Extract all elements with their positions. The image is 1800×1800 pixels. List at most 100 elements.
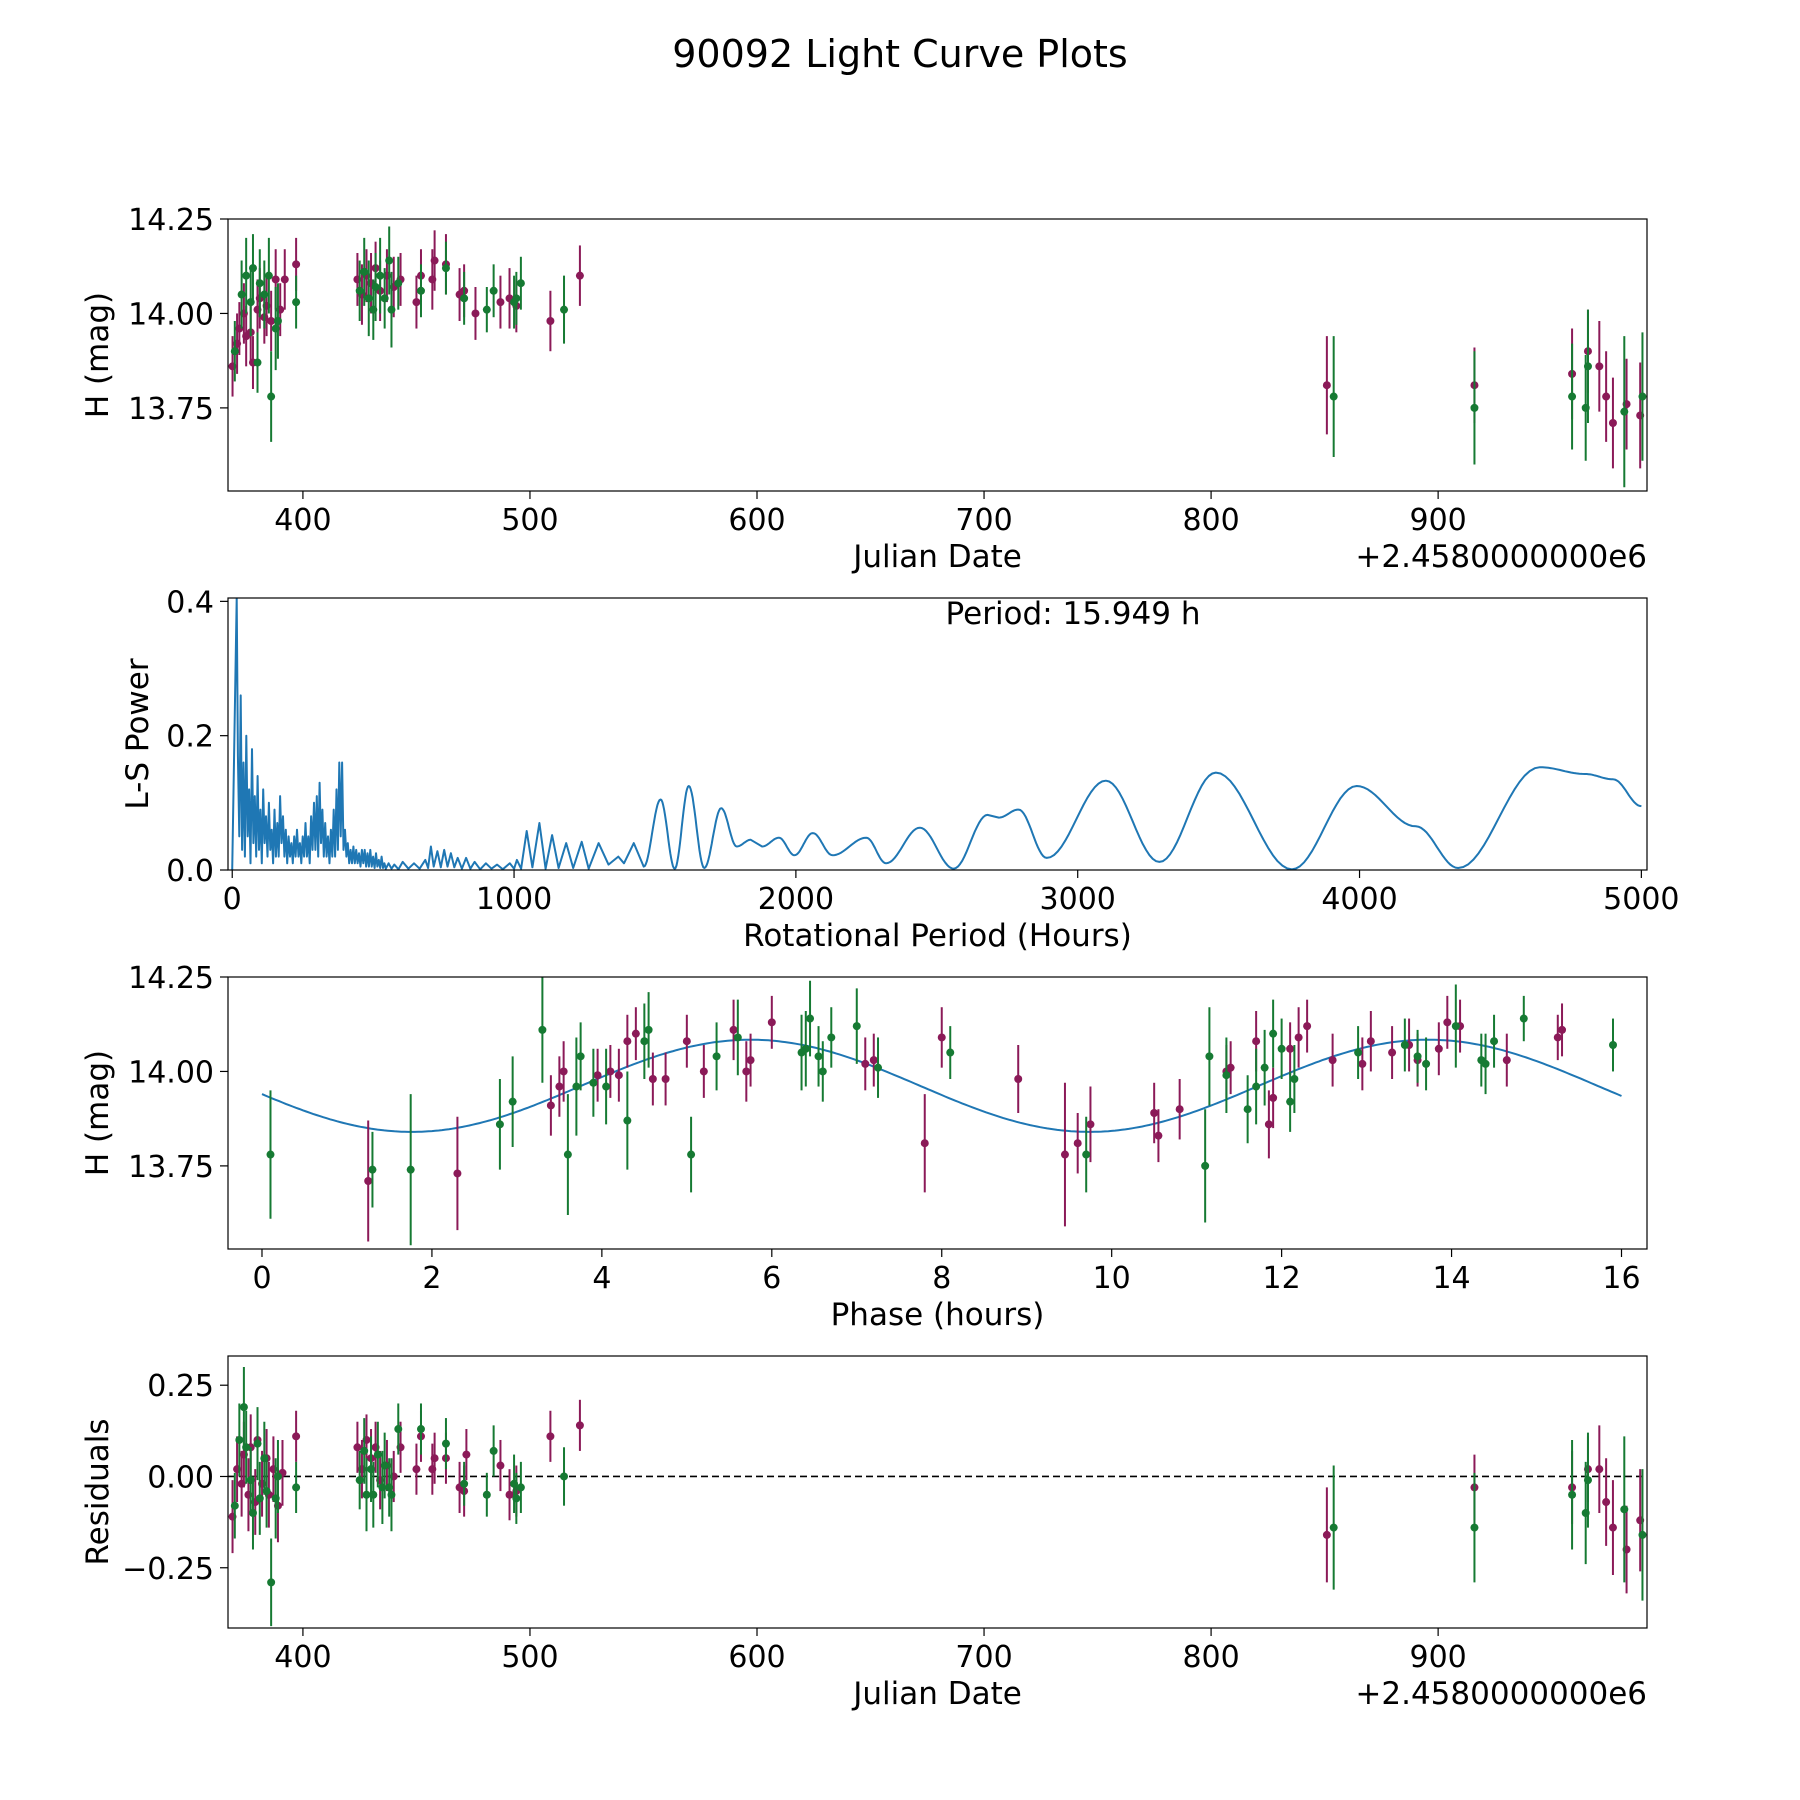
- data-point: [267, 1578, 276, 1587]
- data-point: [602, 1082, 611, 1091]
- data-point: [746, 1056, 755, 1065]
- data-point: [369, 1490, 378, 1499]
- data-point: [538, 1025, 547, 1034]
- data-point: [1366, 1037, 1375, 1046]
- data-point: [1568, 392, 1577, 401]
- x-tick-label: 2: [422, 1261, 441, 1296]
- data-point: [462, 1450, 471, 1459]
- data-point: [606, 1067, 615, 1076]
- data-point: [230, 1501, 239, 1510]
- data-layer: [266, 977, 1618, 1246]
- data-point: [1602, 392, 1611, 401]
- data-point: [1490, 1037, 1499, 1046]
- data-point: [1073, 1139, 1082, 1148]
- data-point: [394, 279, 403, 288]
- data-point: [1608, 419, 1617, 427]
- data-point: [292, 298, 301, 307]
- data-point: [1354, 1048, 1363, 1057]
- x-tick-label: 500: [501, 1640, 558, 1675]
- data-point: [560, 1472, 569, 1481]
- y-tick-label: 14.00: [128, 297, 214, 332]
- data-point: [248, 1508, 257, 1517]
- data-point: [575, 271, 584, 280]
- x-tick-label: 12: [1263, 1261, 1301, 1296]
- best-period-annotation: Period: 15.949 h: [946, 596, 1201, 632]
- data-point: [482, 305, 491, 314]
- data-point: [489, 1446, 498, 1455]
- data-point: [623, 1116, 632, 1125]
- data-point: [1264, 1120, 1273, 1129]
- data-point: [555, 1082, 564, 1091]
- data-point: [589, 1078, 598, 1087]
- y-tick-label: 0.2: [166, 720, 214, 755]
- data-point: [572, 1082, 581, 1091]
- phased-light-curve-panel: 0 2 4 6 8 10 12 14 16 13.75 14.00 14.25 Phase (hours…: [80, 961, 1648, 1333]
- data-point: [271, 275, 280, 284]
- y-axis-label: L-S Power: [120, 658, 156, 809]
- x-tick-label: 0: [223, 882, 242, 917]
- x-tick-label: 0: [252, 1261, 271, 1296]
- data-point: [1175, 1105, 1184, 1114]
- data-point: [255, 1494, 264, 1503]
- x-tick-label: 900: [1409, 503, 1466, 538]
- data-point: [505, 1490, 514, 1499]
- data-point: [712, 1052, 721, 1061]
- x-tick-label: 5000: [1603, 882, 1679, 917]
- data-point: [373, 1450, 382, 1459]
- x-tick-label: 600: [728, 1640, 785, 1675]
- x-offset-label: +2.4580000000e6: [1355, 539, 1647, 575]
- plot-frame: [227, 976, 1648, 1250]
- data-point: [441, 1439, 450, 1448]
- data-point: [1014, 1075, 1023, 1083]
- data-point: [1286, 1044, 1295, 1053]
- data-point: [1082, 1150, 1091, 1159]
- data-point: [516, 279, 525, 288]
- y-tick-label: 14.25: [128, 961, 214, 996]
- data-point: [376, 271, 385, 280]
- x-tick-label: 10: [1093, 1261, 1131, 1296]
- data-point: [1620, 1505, 1629, 1514]
- data-point: [267, 317, 276, 325]
- data-point: [353, 1443, 362, 1452]
- data-point: [729, 1025, 738, 1034]
- data-point: [489, 286, 498, 295]
- periodogram-line: [231, 598, 1642, 870]
- x-tick-label: 400: [274, 1640, 331, 1675]
- data-point: [1583, 1476, 1592, 1485]
- y-tick-label: 13.75: [128, 392, 214, 427]
- data-point: [255, 279, 264, 288]
- data-point: [292, 1483, 301, 1492]
- data-point: [1638, 392, 1647, 401]
- x-axis-label: Rotational Period (Hours): [743, 918, 1132, 954]
- data-point: [742, 1067, 751, 1076]
- data-point: [1413, 1052, 1422, 1061]
- data-point: [292, 1432, 301, 1441]
- x-offset-label: +2.4580000000e6: [1355, 1676, 1647, 1712]
- x-axis-label: Phase (hours): [831, 1297, 1045, 1333]
- x-tick-label: 900: [1409, 1640, 1466, 1675]
- x-tick-label: 16: [1602, 1261, 1640, 1296]
- data-point: [239, 1403, 248, 1412]
- data-point: [355, 1476, 364, 1485]
- data-point: [1226, 1063, 1235, 1072]
- data-point: [1252, 1037, 1261, 1046]
- data-point: [827, 1033, 836, 1042]
- data-point: [355, 286, 364, 295]
- x-tick-label: 800: [1182, 503, 1239, 538]
- x-tick-label: 6: [762, 1261, 781, 1296]
- data-point: [1086, 1120, 1095, 1129]
- data-point: [1294, 1033, 1303, 1042]
- data-point: [253, 1439, 262, 1448]
- data-point: [1222, 1071, 1231, 1080]
- data-point: [614, 1071, 623, 1080]
- data-point: [1519, 1014, 1528, 1023]
- data-point: [412, 1465, 421, 1474]
- fit-layer: [261, 1038, 1622, 1133]
- data-point: [1481, 1059, 1490, 1068]
- data-point: [661, 1075, 670, 1083]
- data-point: [1388, 1048, 1397, 1057]
- y-tick-label: 0.4: [166, 585, 214, 620]
- data-layer: [228, 226, 1647, 488]
- y-tick-label: 0.25: [147, 1369, 214, 1404]
